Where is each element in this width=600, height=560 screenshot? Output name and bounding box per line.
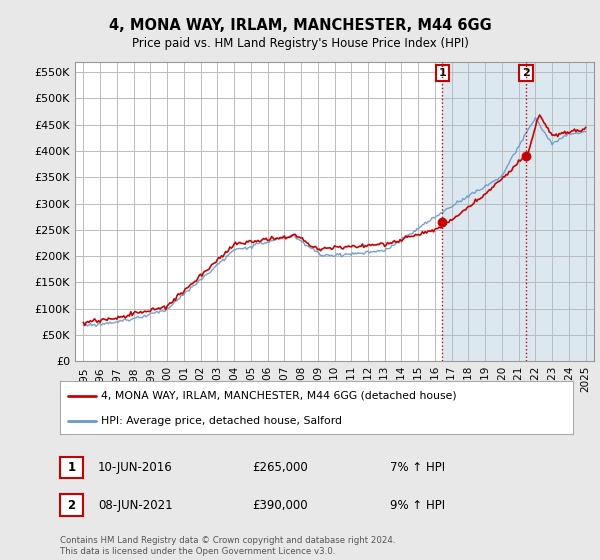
Text: 9% ↑ HPI: 9% ↑ HPI <box>390 498 445 512</box>
Text: £265,000: £265,000 <box>252 461 308 474</box>
Text: 4, MONA WAY, IRLAM, MANCHESTER, M44 6GG: 4, MONA WAY, IRLAM, MANCHESTER, M44 6GG <box>109 18 491 33</box>
Bar <box>75 62 442 361</box>
Text: 10-JUN-2016: 10-JUN-2016 <box>98 461 173 474</box>
Text: 7% ↑ HPI: 7% ↑ HPI <box>390 461 445 474</box>
Text: HPI: Average price, detached house, Salford: HPI: Average price, detached house, Salf… <box>101 416 342 426</box>
Text: 4, MONA WAY, IRLAM, MANCHESTER, M44 6GG (detached house): 4, MONA WAY, IRLAM, MANCHESTER, M44 6GG … <box>101 391 457 401</box>
Text: 08-JUN-2021: 08-JUN-2021 <box>98 498 172 512</box>
Text: 2: 2 <box>67 498 76 512</box>
Text: 1: 1 <box>439 68 446 78</box>
Text: 1: 1 <box>67 461 76 474</box>
Text: Price paid vs. HM Land Registry's House Price Index (HPI): Price paid vs. HM Land Registry's House … <box>131 37 469 50</box>
Text: Contains HM Land Registry data © Crown copyright and database right 2024.
This d: Contains HM Land Registry data © Crown c… <box>60 536 395 556</box>
Text: £390,000: £390,000 <box>252 498 308 512</box>
Text: 2: 2 <box>522 68 530 78</box>
